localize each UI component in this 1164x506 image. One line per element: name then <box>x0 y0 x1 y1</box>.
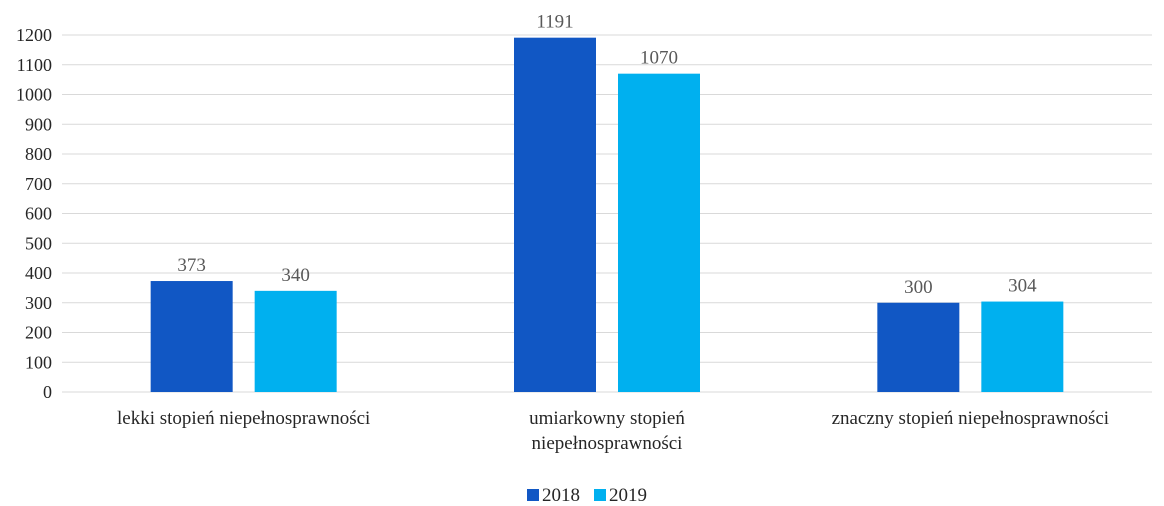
x-axis-category-labels: lekki stopień niepełnosprawności umiarkow… <box>117 408 1109 454</box>
legend-label: 2019 <box>609 485 647 506</box>
legend: 2018 2019 <box>527 485 647 506</box>
y-tick-label: 900 <box>25 114 52 134</box>
legend-label: 2018 <box>542 485 580 506</box>
bar-2018 <box>514 37 596 393</box>
legend-swatch-2018 <box>527 489 539 501</box>
data-label: 1070 <box>640 48 678 69</box>
y-tick-label: 600 <box>25 204 52 224</box>
y-tick-label: 500 <box>25 233 52 253</box>
bar-2019 <box>254 290 337 392</box>
data-label: 300 <box>904 277 933 298</box>
data-label: 1191 <box>536 12 573 33</box>
bar-2019 <box>618 73 700 393</box>
category-label: umiarkowny stopień <box>529 408 685 429</box>
data-labels: 373 340 1191 1070 300 304 <box>177 12 1037 298</box>
legend-swatch-2019 <box>594 489 606 501</box>
data-label: 340 <box>281 265 310 286</box>
category-label: znaczny stopień niepełnosprawności <box>832 408 1110 429</box>
y-tick-label: 300 <box>25 293 52 313</box>
gridlines <box>62 34 1152 393</box>
y-tick-label: 700 <box>25 174 52 194</box>
bar-2019 <box>981 301 1064 392</box>
y-tick-label: 800 <box>25 144 52 164</box>
category-label: lekki stopień niepełnosprawności <box>117 408 370 429</box>
y-tick-label: 1200 <box>16 25 52 45</box>
y-tick-label: 200 <box>25 323 52 343</box>
y-tick-label: 1000 <box>16 85 52 105</box>
category-label: niepełnosprawności <box>532 433 683 454</box>
bar-2018 <box>877 302 960 392</box>
y-axis-tick-labels: 0 100 200 300 400 500 600 700 800 900 1000 1100 1200 <box>16 25 52 402</box>
y-tick-label: 400 <box>25 263 52 283</box>
bar-2018 <box>150 281 233 392</box>
bars <box>150 37 1064 393</box>
y-tick-label: 1100 <box>17 55 52 75</box>
data-label: 373 <box>177 255 206 276</box>
y-tick-label: 0 <box>43 382 52 402</box>
y-tick-label: 100 <box>25 352 52 372</box>
data-label: 304 <box>1008 276 1037 297</box>
